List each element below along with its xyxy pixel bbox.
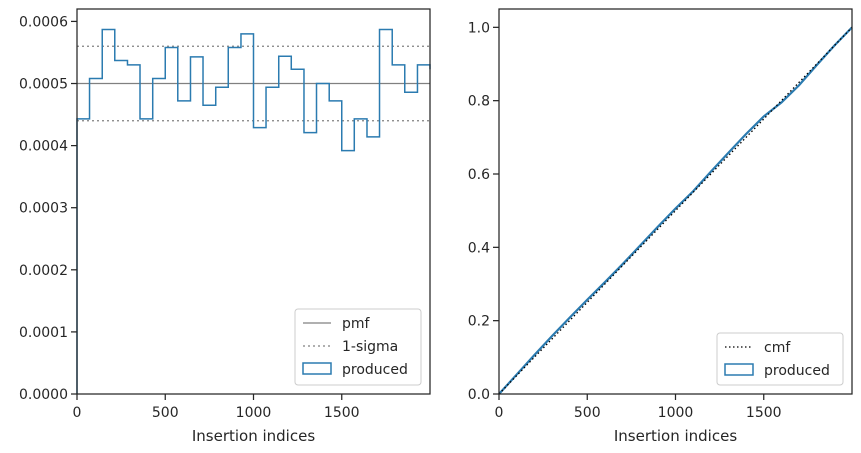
left-y-tick-label: 0.0006 (19, 14, 68, 30)
legend-pmf-label: pmf (342, 316, 371, 332)
right-y-tick-label: 0.6 (468, 167, 490, 183)
right-y-tick-label: 1.0 (468, 20, 490, 36)
legend-produced-swatch (302, 362, 332, 375)
left-x-tick-label: 1000 (236, 405, 272, 421)
right-legend: cmf produced (716, 332, 844, 386)
legend-produced-label: produced (342, 362, 408, 378)
left-y-tick-label: 0.0004 (19, 139, 68, 155)
right-cmf-chart: 0 500 1000 1500 0.0 0.2 0.4 0.6 0.8 1.0 Insertion … (468, 8, 853, 445)
left-legend: pmf 1-sigma produced (294, 308, 422, 386)
left-x-tick-label: 0 (73, 405, 82, 421)
legend-box (294, 308, 422, 386)
legend-produced-label: produced (764, 363, 830, 379)
left-x-tick-label: 500 (152, 405, 179, 421)
cmf-line (498, 26, 853, 395)
legend-box (716, 332, 844, 386)
left-x-axis-label: Insertion indices (192, 427, 315, 445)
legend-sigma-label: 1-sigma (342, 339, 398, 355)
right-x-tick-label: 1000 (658, 405, 694, 421)
right-x-tick-label: 0 (495, 405, 504, 421)
left-y-tick-label: 0.0002 (19, 263, 68, 279)
right-x-axis-label: Insertion indices (614, 427, 737, 445)
produced-cumulative-line (498, 26, 853, 395)
right-y-tick-label: 0.0 (468, 387, 490, 403)
right-y-tick-label: 0.2 (468, 314, 490, 330)
legend-cmf-label: cmf (764, 340, 791, 356)
left-pmf-chart: 0 500 1000 1500 0.0000 0.0001 0.0002 0.0003 0.00… (19, 8, 431, 445)
produced-histogram (76, 28, 431, 394)
right-x-tick-label: 1500 (746, 405, 782, 421)
right-y-tick-label: 0.8 (468, 94, 490, 110)
left-y-tick-label: 0.0003 (19, 201, 68, 217)
left-y-tick-label: 0.0000 (19, 387, 68, 403)
left-y-tick-label: 0.0005 (19, 77, 68, 93)
left-x-tick-label: 1500 (324, 405, 360, 421)
right-x-tick-label: 500 (574, 405, 601, 421)
left-y-tick-label: 0.0001 (19, 325, 68, 341)
legend-produced-swatch (724, 363, 754, 376)
right-y-tick-label: 0.4 (468, 240, 490, 256)
